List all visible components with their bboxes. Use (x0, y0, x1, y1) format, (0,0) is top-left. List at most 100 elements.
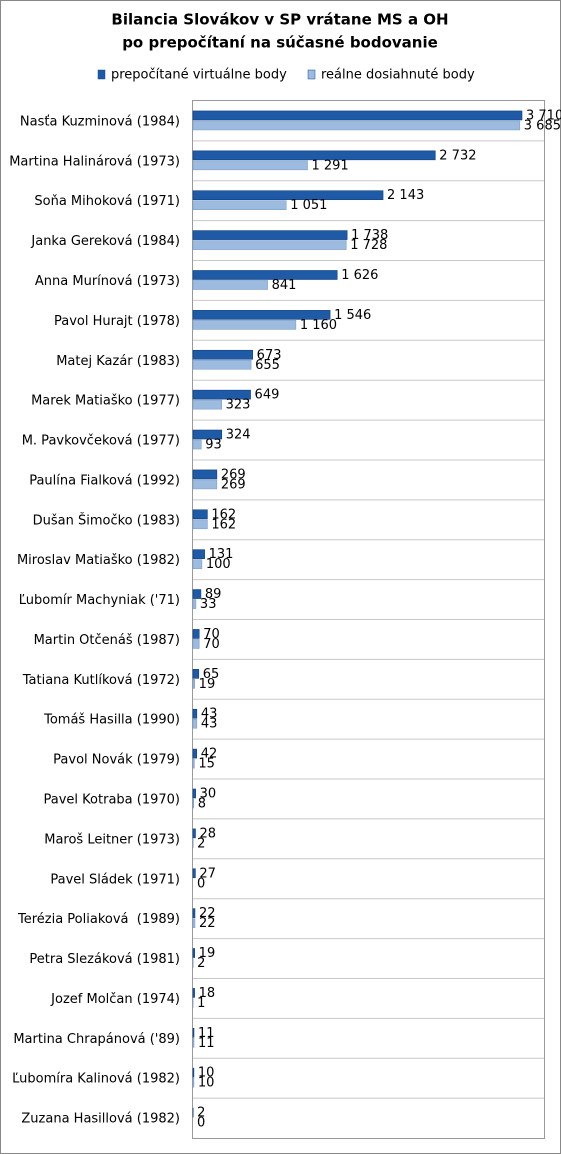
bar (192, 110, 523, 121)
y-tick-label: Petra Slezáková (1981) (29, 952, 180, 967)
data-label: 1 (197, 996, 205, 1011)
data-label: 841 (272, 278, 297, 293)
y-tick-label: Matej Kazár (1983) (56, 354, 180, 369)
chart-subtitle: po prepočítaní na súčasné bodovanie (122, 34, 438, 52)
data-label: 0 (197, 876, 205, 891)
bar (192, 320, 297, 330)
y-tick-label: Nasťa Kuzminová (1984) (20, 114, 180, 129)
data-label: 10 (198, 1076, 215, 1091)
legend-label: prepočítané virtuálne body (111, 68, 287, 83)
y-tick-label: Soňa Mihoková (1971) (34, 194, 180, 209)
data-label: 70 (203, 627, 220, 642)
data-label: 33 (200, 597, 217, 612)
y-tick-label: Paulína Fialková (1992) (29, 473, 180, 488)
y-tick-label: Martin Otčenáš (1987) (34, 633, 180, 648)
data-label: 1 738 (351, 228, 388, 243)
bar (192, 918, 196, 928)
bar (192, 708, 198, 719)
data-label: 162 (211, 507, 236, 522)
bar (192, 868, 196, 879)
bar (192, 679, 195, 689)
bar (192, 439, 202, 450)
y-tick-label: Dušan Šimočko (1983) (33, 512, 180, 528)
bar (192, 1037, 195, 1048)
bar (192, 669, 200, 679)
bar (192, 469, 218, 480)
data-label: 0 (197, 1116, 205, 1131)
data-label: 3 710 (526, 108, 561, 123)
data-label: 93 (205, 438, 222, 453)
bar (192, 160, 308, 171)
bar (192, 479, 218, 490)
data-label: 131 (209, 547, 234, 562)
data-label: 2 732 (439, 148, 476, 163)
data-label: 673 (257, 348, 282, 363)
bar (192, 1067, 195, 1078)
data-label: 70 (203, 637, 220, 652)
bar (192, 788, 196, 799)
legend-swatch (97, 69, 106, 80)
y-tick-label: Anna Murínová (1973) (35, 274, 180, 289)
y-tick-label: Pavol Hurajt (1978) (54, 314, 180, 329)
legend-label: reálne dosiahnuté body (321, 68, 475, 83)
data-label: 3 685 (524, 118, 561, 133)
data-label: 19 (199, 677, 216, 692)
bar (192, 599, 197, 609)
bar (192, 988, 195, 998)
data-label: 42 (201, 747, 218, 762)
data-label: 10 (198, 1066, 215, 1081)
data-label: 1 728 (350, 238, 387, 253)
data-label: 22 (199, 906, 216, 921)
bar (192, 639, 200, 649)
y-tick-label: M. Pavkovčeková (1977) (22, 434, 180, 449)
bar (192, 270, 338, 280)
y-tick-label: Maroš Leitner (1973) (44, 832, 180, 847)
data-label: 89 (205, 587, 222, 602)
data-label: 269 (221, 477, 246, 492)
bar (192, 519, 208, 530)
bar (192, 509, 208, 520)
data-label: 2 (197, 956, 205, 971)
data-label: 22 (199, 916, 216, 931)
bar (192, 120, 521, 131)
bar (192, 429, 223, 440)
bar (192, 1077, 195, 1088)
bar (192, 349, 253, 360)
bar (192, 240, 347, 250)
plot-area (192, 100, 545, 1139)
data-label: 1 626 (341, 268, 378, 283)
bar (192, 280, 268, 290)
bar (192, 359, 252, 370)
y-tick-label: Zuzana Hasillová (1982) (21, 1112, 180, 1127)
data-label: 1 051 (290, 198, 327, 213)
y-tick-label: Jozef Molčan (1974) (50, 992, 180, 1007)
data-label: 19 (199, 946, 216, 961)
bar (192, 629, 200, 639)
data-label: 18 (199, 986, 216, 1001)
bar (192, 559, 203, 569)
y-tick-label: Pavol Novák (1979) (53, 753, 180, 768)
data-label: 323 (226, 398, 251, 413)
data-label: 269 (221, 467, 246, 482)
data-label: 28 (199, 826, 216, 841)
chart-title: Bilancia Slovákov v SP vrátane MS a OH (111, 11, 448, 29)
y-tick-label: Martina Halinárová (1973) (9, 154, 180, 169)
data-label: 2 143 (387, 188, 424, 203)
bar (192, 230, 348, 240)
y-tick-label: Pavel Kotraba (1970) (44, 792, 180, 807)
y-tick-label: Pavel Sládek (1971) (50, 872, 180, 887)
data-label: 15 (198, 757, 215, 772)
data-label: 655 (255, 358, 280, 373)
bar (192, 389, 251, 400)
data-label: 162 (211, 517, 236, 532)
y-tick-label: Ľubomír Machyniak ('71) (19, 593, 180, 608)
data-label: 2 (197, 836, 205, 851)
data-label: 1 160 (300, 318, 337, 333)
y-tick-label: Terézia Poliaková (1989) (17, 912, 180, 927)
bar (192, 718, 198, 729)
data-label: 1 291 (311, 158, 348, 173)
data-label: 65 (203, 667, 220, 682)
data-label: 100 (206, 557, 231, 572)
